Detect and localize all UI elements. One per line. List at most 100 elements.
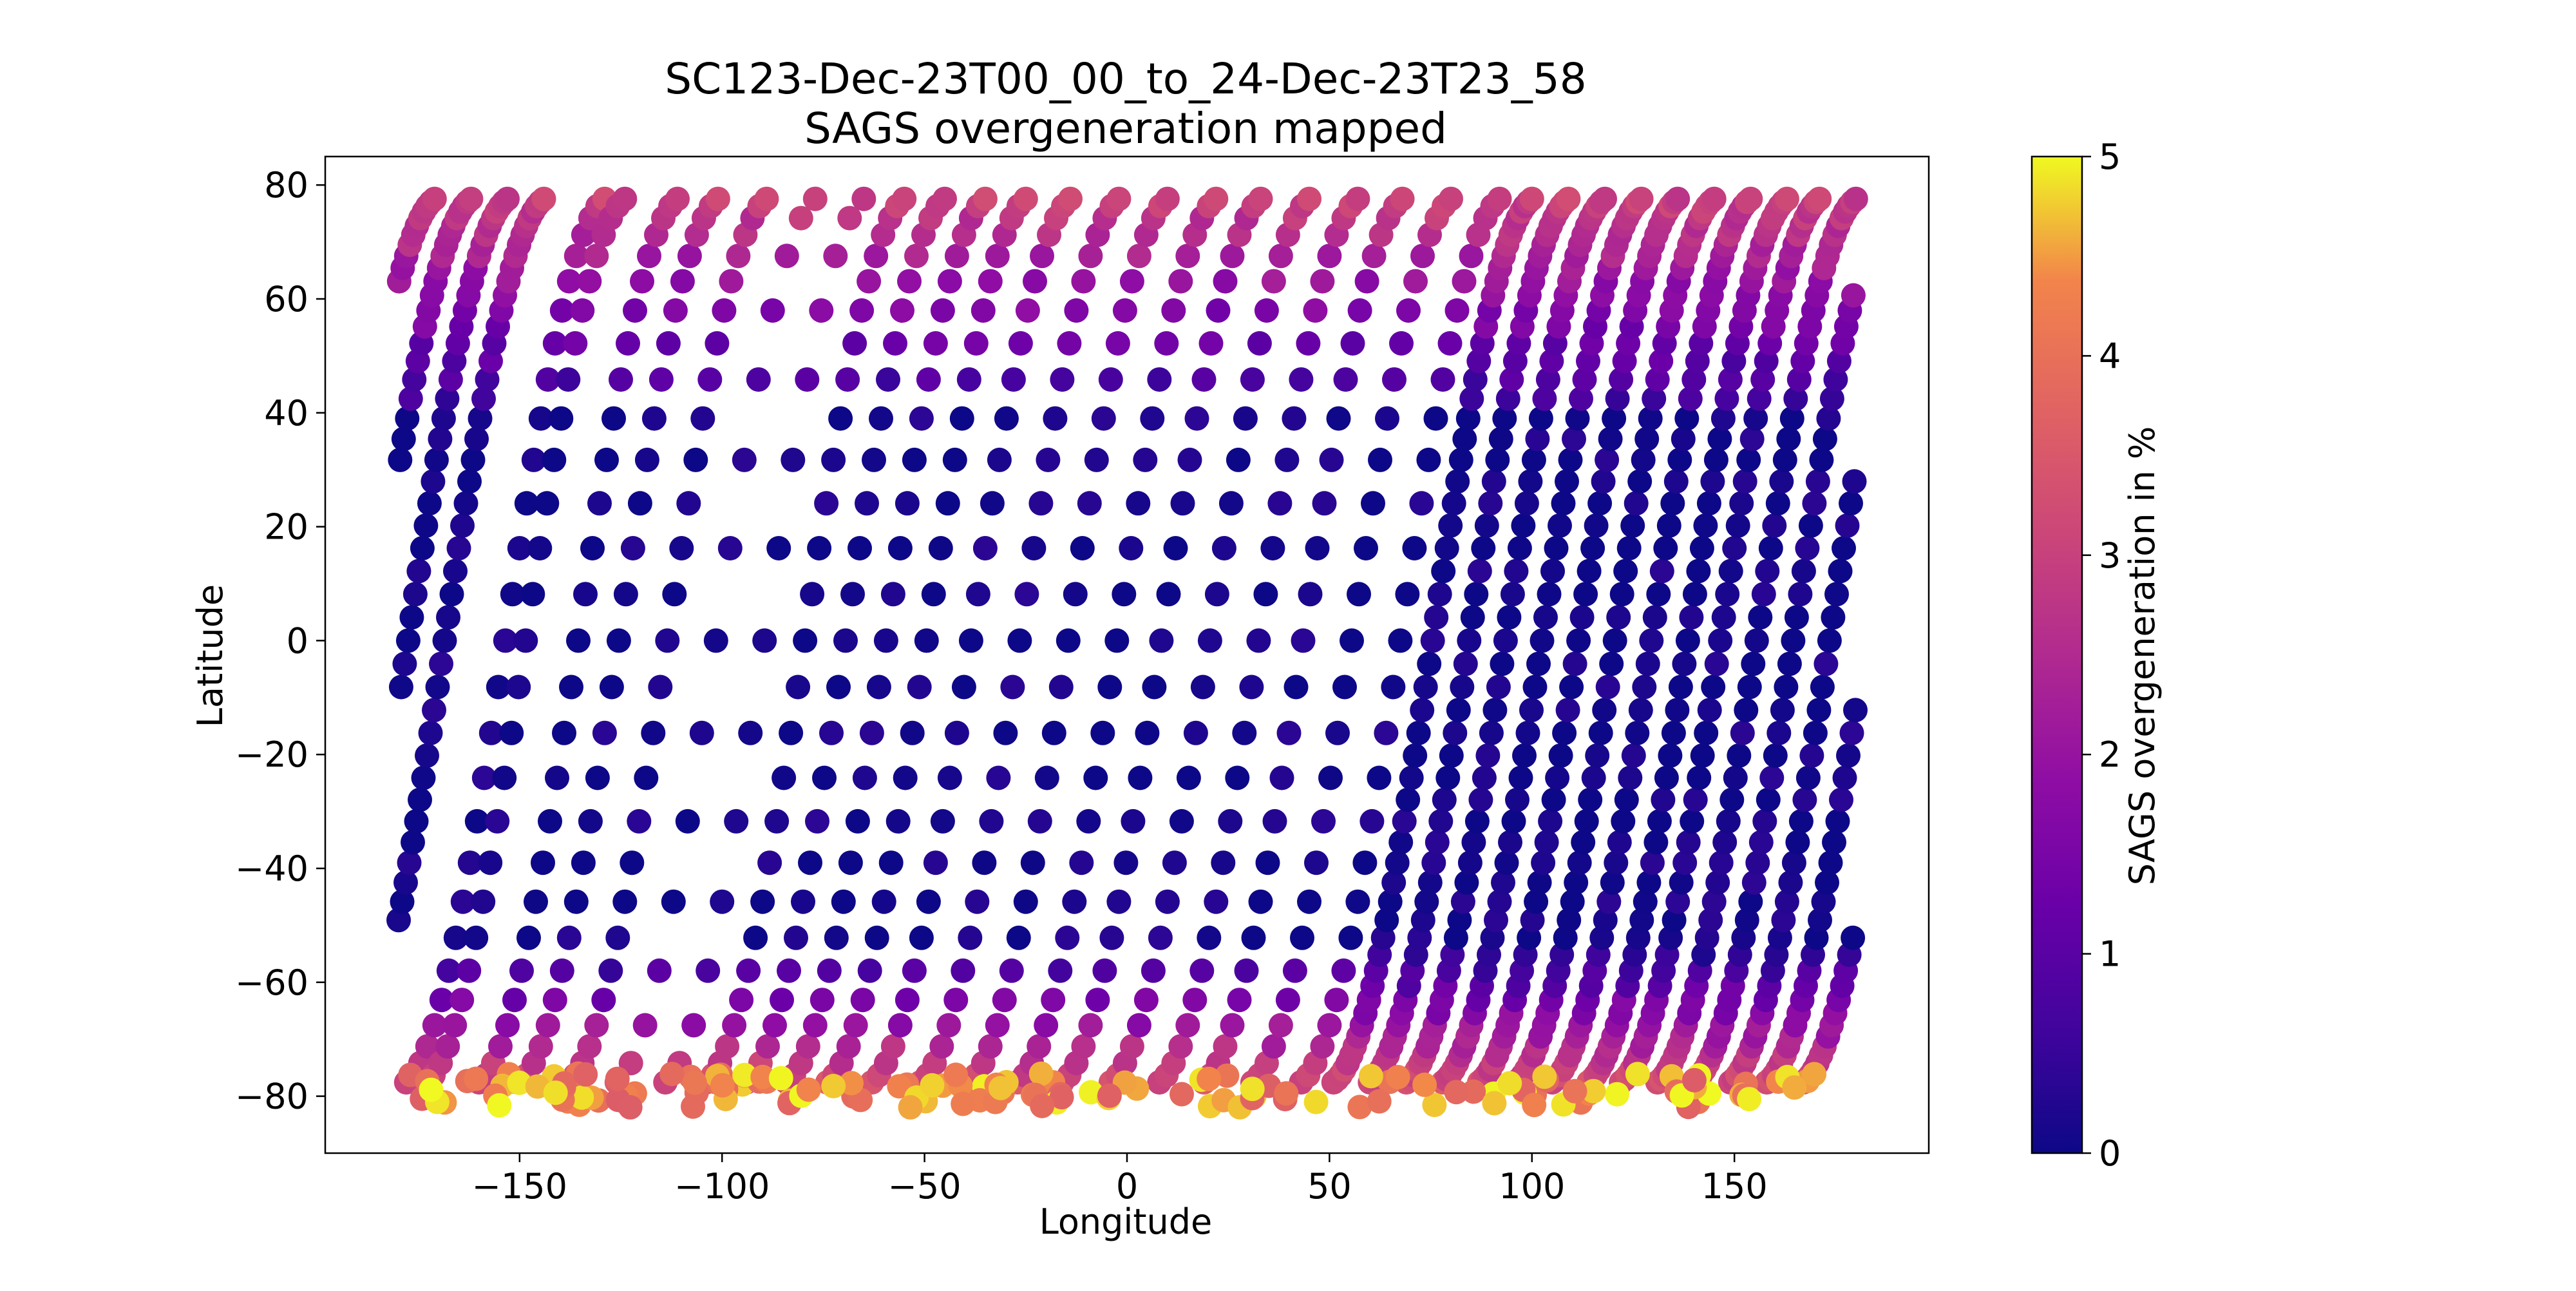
data-point	[1531, 850, 1556, 875]
data-point	[1085, 988, 1110, 1013]
data-point	[1560, 889, 1585, 914]
data-point	[584, 244, 609, 269]
data-point	[1574, 808, 1599, 834]
data-point	[1441, 491, 1466, 516]
data-point	[1611, 808, 1636, 834]
data-point	[1385, 850, 1410, 875]
data-point	[754, 186, 779, 211]
data-point	[726, 244, 751, 269]
data-point	[1784, 605, 1809, 630]
data-point	[528, 406, 553, 431]
data-point	[618, 1095, 643, 1120]
data-point	[1289, 367, 1314, 392]
data-point	[1468, 787, 1493, 812]
data-point	[1662, 908, 1687, 933]
data-point	[1809, 447, 1834, 472]
data-point	[944, 720, 969, 745]
data-point	[446, 536, 471, 560]
data-point	[1332, 674, 1357, 700]
data-point	[471, 386, 496, 411]
data-point	[1774, 674, 1799, 700]
data-point	[821, 447, 846, 472]
data-point	[514, 491, 539, 516]
data-point	[1133, 447, 1158, 472]
data-point	[538, 808, 562, 834]
data-point	[1454, 870, 1479, 895]
data-point	[457, 469, 482, 494]
data-point	[1719, 787, 1745, 812]
data-point	[1475, 743, 1501, 768]
data-point	[435, 1034, 460, 1059]
data-point	[1312, 491, 1337, 516]
data-point	[1672, 850, 1698, 875]
data-point	[457, 850, 482, 875]
data-point	[1354, 269, 1379, 294]
data-point	[1254, 298, 1279, 323]
x-tick-label: 100	[1499, 1166, 1565, 1207]
data-point	[502, 988, 527, 1013]
data-point	[623, 298, 647, 323]
data-point	[1211, 850, 1236, 875]
data-point	[1577, 559, 1602, 584]
data-point	[1816, 406, 1841, 431]
data-point	[849, 298, 875, 323]
data-point	[475, 367, 500, 392]
data-point	[1358, 1064, 1383, 1089]
data-point	[1149, 628, 1174, 653]
data-point	[1262, 808, 1287, 834]
data-point	[1126, 244, 1151, 269]
data-point	[890, 298, 914, 323]
data-point	[1680, 808, 1705, 834]
data-point	[1537, 582, 1562, 607]
data-point	[599, 674, 624, 700]
data-point	[1439, 743, 1464, 768]
data-point	[1091, 406, 1116, 431]
data-point	[1682, 582, 1707, 607]
data-point	[1737, 1087, 1762, 1112]
data-point	[1629, 908, 1654, 933]
data-point	[1467, 559, 1492, 584]
data-point	[920, 1073, 945, 1098]
data-point	[1701, 889, 1727, 914]
data-point	[1725, 513, 1750, 538]
data-point	[1170, 1082, 1194, 1107]
data-point	[1765, 491, 1790, 516]
data-point	[421, 469, 446, 494]
data-point	[1818, 850, 1843, 875]
data-point	[1482, 698, 1508, 723]
data-point	[909, 406, 934, 431]
data-point	[985, 1013, 1010, 1038]
data-point	[556, 269, 582, 294]
data-point	[1274, 447, 1300, 472]
data-point	[1841, 283, 1866, 308]
data-point	[1751, 582, 1776, 607]
data-point	[1036, 447, 1061, 472]
data-point	[507, 1070, 532, 1095]
data-point	[1220, 1013, 1245, 1038]
data-point	[1716, 808, 1741, 834]
data-point	[795, 367, 820, 392]
data-point	[1705, 870, 1730, 895]
data-point	[1505, 787, 1530, 812]
data-point	[1569, 386, 1593, 411]
data-point	[1213, 1034, 1238, 1059]
data-point	[663, 298, 688, 323]
data-point	[1839, 720, 1864, 745]
data-point	[715, 1034, 740, 1059]
data-point	[978, 1034, 1003, 1059]
data-point	[1665, 186, 1690, 211]
data-point	[1548, 513, 1572, 538]
data-point	[464, 808, 489, 834]
data-point	[1071, 269, 1096, 294]
data-point	[1170, 491, 1195, 516]
data-point	[1013, 186, 1038, 211]
data-point	[750, 1064, 775, 1089]
data-point	[1745, 850, 1770, 875]
data-point	[1732, 469, 1757, 494]
y-tick-label: −60	[235, 962, 308, 1003]
data-point	[1190, 674, 1215, 700]
data-point	[1738, 186, 1763, 211]
data-point	[1105, 331, 1130, 356]
data-point	[1614, 787, 1639, 812]
